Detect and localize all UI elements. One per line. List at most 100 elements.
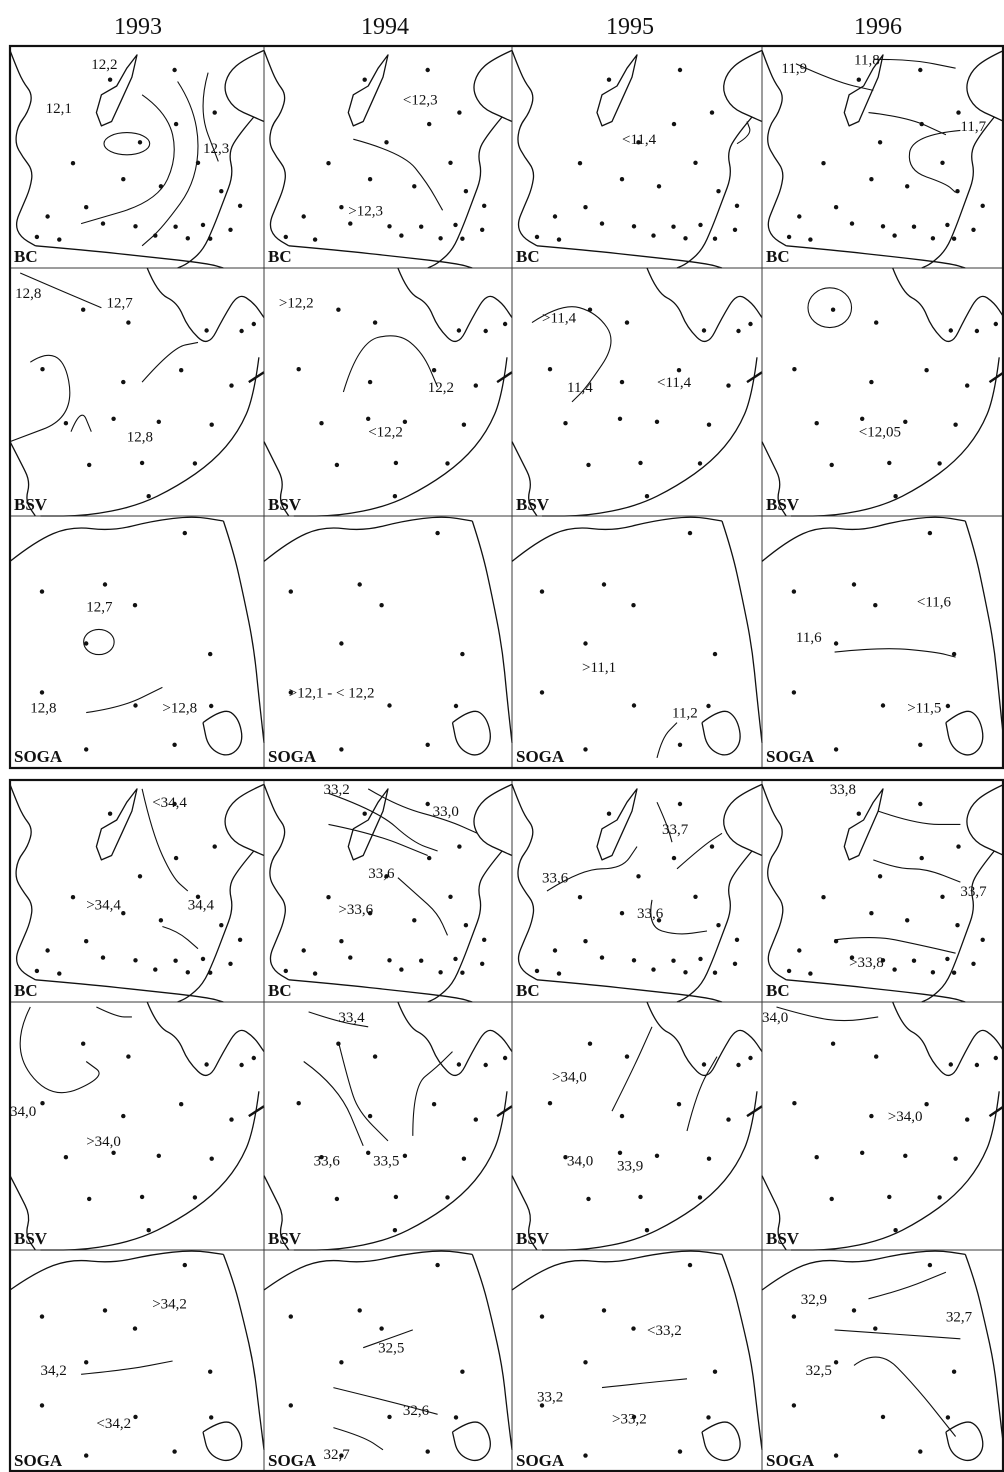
station-dot xyxy=(927,1262,933,1268)
isoline xyxy=(96,1006,132,1018)
isolines xyxy=(342,335,439,393)
station-dot xyxy=(399,233,404,238)
station-dot xyxy=(39,1403,45,1408)
isoline-labels: 33,4 33,6 33,5 xyxy=(314,1010,400,1170)
coast-south xyxy=(536,979,723,1003)
station-dot xyxy=(173,855,179,861)
isoline xyxy=(141,341,199,383)
coastline-bc xyxy=(511,783,763,1003)
river-mark xyxy=(248,1105,265,1118)
coast-north xyxy=(9,1250,224,1291)
station-dot xyxy=(453,703,459,709)
station-dot xyxy=(312,237,318,242)
isoline xyxy=(333,1387,438,1415)
station-dot xyxy=(951,970,957,975)
station-dots xyxy=(296,307,508,499)
map-blocks: 12,212,112,3BC<12,3>12,3BC<11,4BC11,911,… xyxy=(8,44,1004,1472)
station-dot xyxy=(132,1326,138,1331)
station-dot xyxy=(654,419,660,424)
panel-salinity-bsv-1995: >34,0 34,0 33,9 BSV xyxy=(511,1001,763,1251)
station-dot xyxy=(251,1055,256,1061)
station-dot xyxy=(473,383,478,388)
panel-salinity-bc-1996: 33,8 33,7 >33,8 BC xyxy=(761,779,1004,1003)
station-dot xyxy=(833,1453,839,1458)
coast-east xyxy=(676,850,753,1003)
coast-north-east xyxy=(224,783,265,857)
isoline-closed xyxy=(103,132,151,156)
station-dot xyxy=(212,110,217,115)
coastline-bsv xyxy=(263,267,513,517)
station-dot xyxy=(372,320,378,325)
isoline xyxy=(656,722,678,759)
station-dot xyxy=(463,189,469,194)
station-dot xyxy=(336,307,341,312)
coast-east xyxy=(471,520,513,743)
isoline-value-label: <11,4 xyxy=(622,132,657,148)
station-dot xyxy=(851,582,857,587)
station-dot xyxy=(638,1194,643,1200)
station-dot xyxy=(706,703,711,709)
coast-west xyxy=(511,50,538,247)
station-dot xyxy=(172,1449,177,1454)
station-dot xyxy=(288,1314,293,1319)
station-dot xyxy=(132,603,138,608)
isoline-labels: 33,2 33,0 33,6 >33,6 xyxy=(324,782,459,918)
station-dot xyxy=(849,955,855,960)
station-dots xyxy=(534,67,740,242)
station-dot xyxy=(435,530,440,536)
station-dot xyxy=(34,234,40,240)
coastline-bsv xyxy=(511,267,763,517)
station-dot xyxy=(880,703,886,708)
station-dot xyxy=(482,203,487,208)
isolines xyxy=(834,810,961,954)
station-dot xyxy=(419,224,424,229)
station-dot xyxy=(457,844,462,849)
isoline xyxy=(908,129,961,193)
station-dot xyxy=(70,895,76,900)
station-dot xyxy=(849,221,855,226)
coastline-soga xyxy=(761,516,1004,756)
station-dot xyxy=(712,1369,718,1374)
station-dot xyxy=(918,801,923,807)
isoline xyxy=(353,138,444,211)
panel-frame xyxy=(263,779,513,1003)
island-shape xyxy=(347,54,389,127)
station-dots xyxy=(34,801,243,976)
station-dot xyxy=(539,690,545,695)
station-dot xyxy=(107,811,113,816)
station-dot xyxy=(319,1155,324,1160)
station-dot xyxy=(219,923,224,928)
station-dot xyxy=(156,1153,161,1159)
isoline xyxy=(363,1329,413,1349)
coastline-bc xyxy=(511,49,763,269)
station-dot xyxy=(693,160,698,165)
coast-north-east xyxy=(966,49,1004,123)
isoline-value-label: 33,2 xyxy=(537,1390,563,1406)
station-dot xyxy=(948,328,953,333)
station-dot xyxy=(631,958,637,963)
isoline xyxy=(141,81,199,247)
panel-salinity-soga-1993: >34,2 34,2 <34,2 SOGA xyxy=(9,1249,265,1472)
station-dot xyxy=(808,971,813,976)
isoline-value-label: 34,0 xyxy=(567,1154,593,1170)
station-dot xyxy=(552,948,558,953)
station-dot xyxy=(869,1113,874,1119)
isoline xyxy=(333,1427,384,1451)
station-dot xyxy=(638,460,643,466)
station-dot xyxy=(677,1449,683,1454)
isoline xyxy=(873,859,961,883)
region-label-bsv: BSV xyxy=(268,495,302,514)
coastline-bc xyxy=(9,783,265,1003)
coast-north xyxy=(511,1250,723,1291)
station-dot xyxy=(726,383,731,388)
isoline-value-label: >12,1 - < 12,2 xyxy=(289,685,375,701)
station-dot xyxy=(425,801,430,807)
isoline-labels: >34,2 34,2 <34,2 xyxy=(41,1296,187,1432)
panel-salinity-bsv-1993: 34,0 >34,0 BSV xyxy=(9,1001,265,1251)
station-dot xyxy=(384,874,389,879)
coast-north xyxy=(761,1250,966,1291)
station-dot xyxy=(869,177,874,182)
station-dot xyxy=(228,227,233,232)
isolines xyxy=(807,287,853,329)
panel-frame xyxy=(511,779,763,1003)
